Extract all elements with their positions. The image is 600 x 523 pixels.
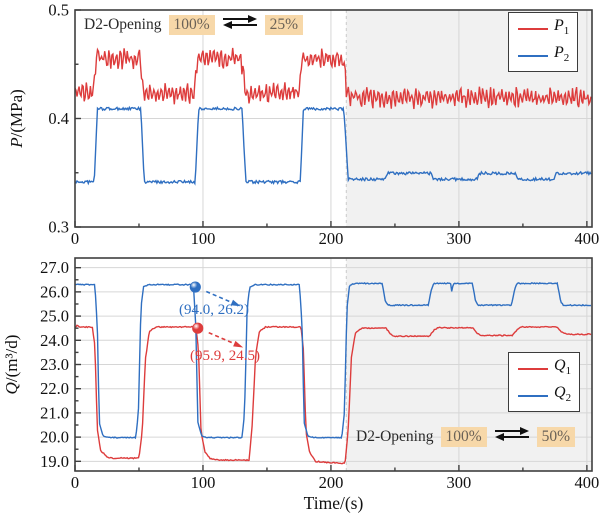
svg-text:27.0: 27.0 [40, 258, 69, 277]
data-point-marker-q2 [189, 281, 201, 293]
svg-text:300: 300 [447, 229, 472, 248]
annotation-prefix: D2-Opening [356, 427, 434, 445]
svg-text:21.0: 21.0 [40, 403, 69, 422]
legend-item-q2: Q2 [509, 382, 579, 409]
p2-label: P2 [554, 44, 570, 65]
legend-item-p1: P1 [509, 15, 577, 42]
svg-text:22.0: 22.0 [40, 379, 69, 398]
svg-text:23.0: 23.0 [40, 355, 69, 374]
annotation-prefix: D2-Opening [84, 15, 162, 33]
svg-text:0.3: 0.3 [48, 218, 69, 237]
series-Q1-curve [75, 324, 592, 465]
valve-annotation-top: D2-Opening 100% 25% [84, 14, 304, 35]
flow-panel-gridlines [75, 258, 592, 471]
series-P2-curve [75, 105, 592, 186]
p1-line-sample [518, 27, 548, 30]
pressure-panel-y-axis-title: P/(MPa) [7, 89, 26, 149]
series-Q2-curve [75, 281, 592, 440]
flow-panel-x-axis-title: Time/(s) [304, 493, 364, 513]
q2-label: Q2 [554, 384, 572, 405]
callout-q1-point: (95.9, 24.5) [190, 348, 260, 364]
svg-text:200: 200 [319, 473, 344, 492]
series-P1-curve [75, 47, 592, 110]
valve-state-from: 100% [440, 426, 487, 447]
svg-text:100: 100 [191, 473, 216, 492]
svg-text:0: 0 [71, 229, 79, 248]
callout-q2-point: (94.0, 26.2) [179, 302, 249, 318]
svg-text:25.0: 25.0 [40, 307, 69, 326]
equilibrium-arrows-icon [222, 14, 258, 35]
svg-text:400: 400 [575, 229, 600, 248]
svg-text:300: 300 [447, 473, 472, 492]
legend-item-q1: Q1 [509, 355, 579, 382]
legend-pressure: P1 P2 [508, 12, 579, 73]
valve-state-from: 100% [168, 14, 215, 35]
pressure-panel-ticks [74, 9, 588, 228]
p1-label: P1 [554, 17, 570, 38]
svg-text:100: 100 [191, 229, 216, 248]
q1-label: Q1 [554, 357, 572, 378]
svg-text:400: 400 [575, 473, 600, 492]
pressure-panel-gridlines [75, 10, 592, 227]
q2-line-sample [518, 394, 548, 397]
flow-panel-tick-labels: 0 100 200 300 400 27.0 26.0 25.0 24.0 23.0 22.0 21.… [40, 258, 599, 492]
pressure-panel-tick-labels: 0 100 200 300 400 0.5 0.4 0.3 [48, 1, 599, 249]
svg-text:200: 200 [319, 229, 344, 248]
p2-line-sample [518, 54, 548, 57]
data-point-marker-q1 [192, 322, 204, 334]
valve-annotation-bottom: D2-Opening 100% 50% [356, 426, 576, 447]
svg-text:0: 0 [71, 473, 79, 492]
svg-text:24.0: 24.0 [40, 331, 69, 350]
legend-item-p2: P2 [509, 42, 577, 69]
svg-text:0.5: 0.5 [48, 1, 69, 20]
svg-text:20.0: 20.0 [40, 428, 69, 447]
svg-text:26.0: 26.0 [40, 282, 69, 301]
valve-state-to: 50% [536, 426, 576, 447]
valve-state-to: 25% [264, 14, 304, 35]
legend-flow: Q1 Q2 [508, 352, 581, 413]
svg-text:0.4: 0.4 [48, 109, 69, 128]
flow-panel-y-axis-title: Q/(m³/d) [2, 335, 21, 395]
flow-panel-ticks [74, 266, 588, 471]
equilibrium-arrows-icon [494, 426, 530, 447]
svg-text:19.0: 19.0 [40, 452, 69, 471]
q1-line-sample [518, 367, 548, 370]
